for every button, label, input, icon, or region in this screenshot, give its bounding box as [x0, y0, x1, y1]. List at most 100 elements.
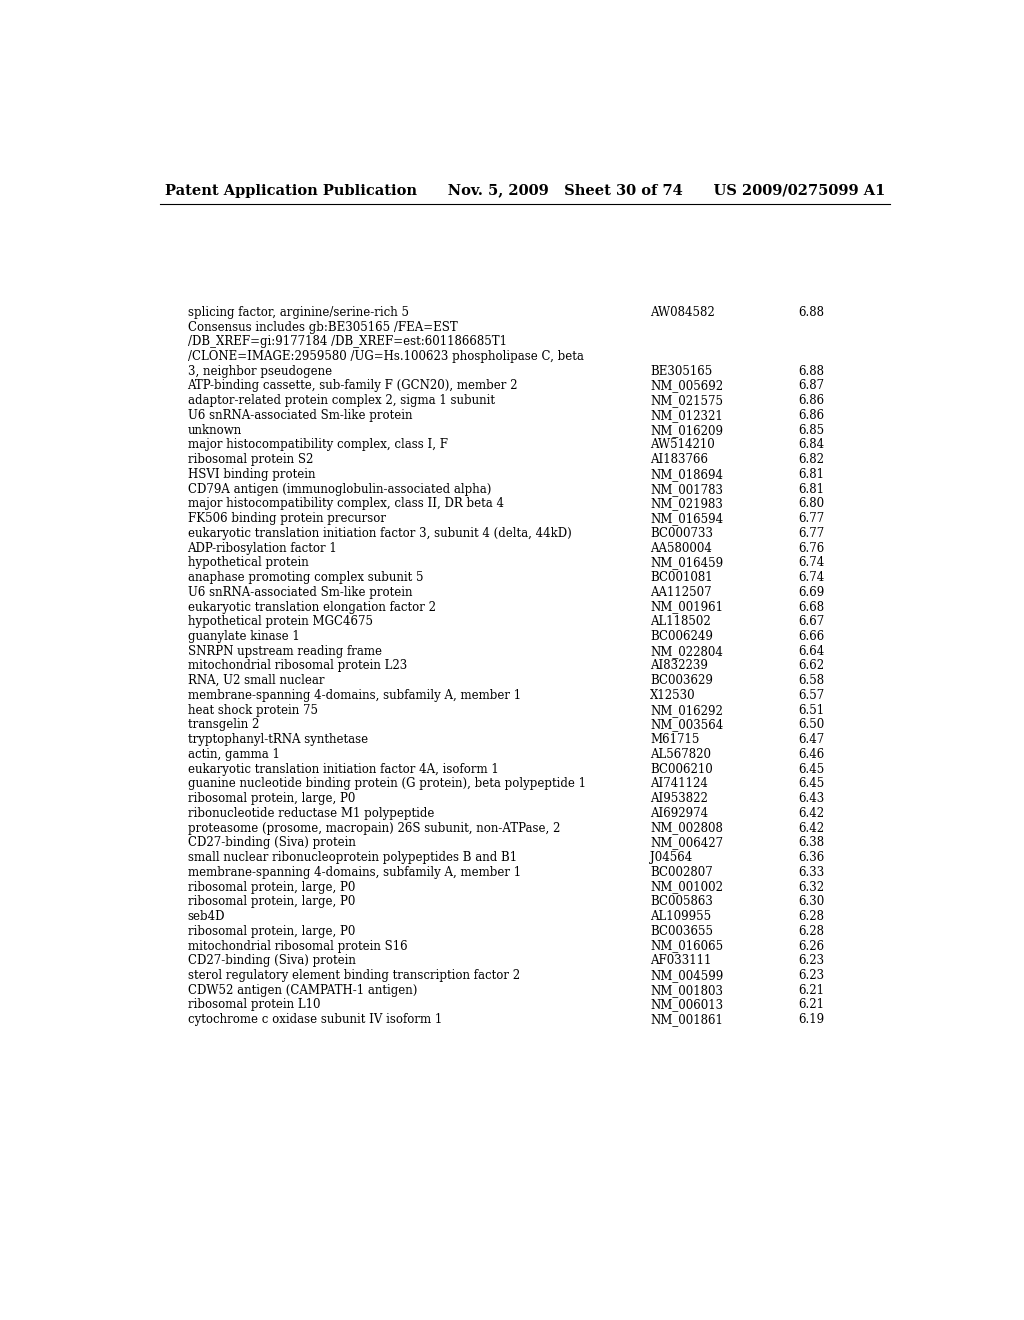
Text: ribosomal protein S2: ribosomal protein S2 — [187, 453, 313, 466]
Text: CD27-binding (Siva) protein: CD27-binding (Siva) protein — [187, 954, 355, 968]
Text: AA580004: AA580004 — [650, 541, 712, 554]
Text: 6.46: 6.46 — [799, 748, 825, 760]
Text: eukaryotic translation elongation factor 2: eukaryotic translation elongation factor… — [187, 601, 435, 614]
Text: 6.58: 6.58 — [799, 675, 824, 688]
Text: AI183766: AI183766 — [650, 453, 709, 466]
Text: BC006210: BC006210 — [650, 763, 713, 776]
Text: 6.45: 6.45 — [799, 777, 825, 791]
Text: 6.74: 6.74 — [799, 556, 825, 569]
Text: proteasome (prosome, macropain) 26S subunit, non-ATPase, 2: proteasome (prosome, macropain) 26S subu… — [187, 821, 560, 834]
Text: 6.62: 6.62 — [799, 660, 824, 672]
Text: 6.86: 6.86 — [799, 395, 824, 407]
Text: 6.51: 6.51 — [799, 704, 824, 717]
Text: 6.64: 6.64 — [799, 644, 825, 657]
Text: 6.33: 6.33 — [799, 866, 825, 879]
Text: 6.26: 6.26 — [799, 940, 824, 953]
Text: M61715: M61715 — [650, 733, 699, 746]
Text: eukaryotic translation initiation factor 4A, isoform 1: eukaryotic translation initiation factor… — [187, 763, 499, 776]
Text: CD27-binding (Siva) protein: CD27-binding (Siva) protein — [187, 837, 355, 849]
Text: 6.74: 6.74 — [799, 572, 825, 583]
Text: 6.57: 6.57 — [799, 689, 825, 702]
Text: AF033111: AF033111 — [650, 954, 712, 968]
Text: NM_016209: NM_016209 — [650, 424, 723, 437]
Text: 6.68: 6.68 — [799, 601, 824, 614]
Text: BC002807: BC002807 — [650, 866, 713, 879]
Text: 6.23: 6.23 — [799, 954, 824, 968]
Text: 6.28: 6.28 — [799, 909, 824, 923]
Text: NM_021983: NM_021983 — [650, 498, 723, 511]
Text: ribonucleotide reductase M1 polypeptide: ribonucleotide reductase M1 polypeptide — [187, 807, 434, 820]
Text: 6.47: 6.47 — [799, 733, 825, 746]
Text: AI692974: AI692974 — [650, 807, 709, 820]
Text: 6.19: 6.19 — [799, 1014, 824, 1026]
Text: 6.21: 6.21 — [799, 998, 824, 1011]
Text: adaptor-related protein complex 2, sigma 1 subunit: adaptor-related protein complex 2, sigma… — [187, 395, 495, 407]
Text: 6.81: 6.81 — [799, 483, 824, 495]
Text: guanine nucleotide binding protein (G protein), beta polypeptide 1: guanine nucleotide binding protein (G pr… — [187, 777, 586, 791]
Text: 6.88: 6.88 — [799, 364, 824, 378]
Text: 6.32: 6.32 — [799, 880, 824, 894]
Text: 6.21: 6.21 — [799, 983, 824, 997]
Text: mitochondrial ribosomal protein S16: mitochondrial ribosomal protein S16 — [187, 940, 408, 953]
Text: 6.43: 6.43 — [799, 792, 825, 805]
Text: 6.80: 6.80 — [799, 498, 824, 511]
Text: NM_012321: NM_012321 — [650, 409, 723, 422]
Text: ribosomal protein, large, P0: ribosomal protein, large, P0 — [187, 880, 355, 894]
Text: U6 snRNA-associated Sm-like protein: U6 snRNA-associated Sm-like protein — [187, 409, 412, 422]
Text: ribosomal protein, large, P0: ribosomal protein, large, P0 — [187, 792, 355, 805]
Text: 6.81: 6.81 — [799, 467, 824, 480]
Text: NM_022804: NM_022804 — [650, 644, 723, 657]
Text: BC006249: BC006249 — [650, 630, 713, 643]
Text: 6.45: 6.45 — [799, 763, 825, 776]
Text: 6.77: 6.77 — [799, 512, 825, 525]
Text: 6.42: 6.42 — [799, 821, 824, 834]
Text: ribosomal protein, large, P0: ribosomal protein, large, P0 — [187, 925, 355, 937]
Text: J04564: J04564 — [650, 851, 692, 865]
Text: AA112507: AA112507 — [650, 586, 712, 599]
Text: X12530: X12530 — [650, 689, 696, 702]
Text: 6.36: 6.36 — [799, 851, 825, 865]
Text: NM_001002: NM_001002 — [650, 880, 723, 894]
Text: tryptophanyl-tRNA synthetase: tryptophanyl-tRNA synthetase — [187, 733, 368, 746]
Text: BC001081: BC001081 — [650, 572, 713, 583]
Text: seb4D: seb4D — [187, 909, 225, 923]
Text: 6.76: 6.76 — [799, 541, 825, 554]
Text: membrane-spanning 4-domains, subfamily A, member 1: membrane-spanning 4-domains, subfamily A… — [187, 866, 520, 879]
Text: NM_016594: NM_016594 — [650, 512, 723, 525]
Text: /CLONE=IMAGE:2959580 /UG=Hs.100623 phospholipase C, beta: /CLONE=IMAGE:2959580 /UG=Hs.100623 phosp… — [187, 350, 584, 363]
Text: small nuclear ribonucleoprotein polypeptides B and B1: small nuclear ribonucleoprotein polypept… — [187, 851, 517, 865]
Text: 6.84: 6.84 — [799, 438, 824, 451]
Text: anaphase promoting complex subunit 5: anaphase promoting complex subunit 5 — [187, 572, 423, 583]
Text: transgelin 2: transgelin 2 — [187, 718, 259, 731]
Text: 6.38: 6.38 — [799, 837, 824, 849]
Text: NM_001783: NM_001783 — [650, 483, 723, 495]
Text: 6.88: 6.88 — [799, 306, 824, 318]
Text: AL109955: AL109955 — [650, 909, 712, 923]
Text: hypothetical protein: hypothetical protein — [187, 556, 308, 569]
Text: CDW52 antigen (CAMPATH-1 antigen): CDW52 antigen (CAMPATH-1 antigen) — [187, 983, 417, 997]
Text: guanylate kinase 1: guanylate kinase 1 — [187, 630, 299, 643]
Text: AI832239: AI832239 — [650, 660, 708, 672]
Text: unknown: unknown — [187, 424, 242, 437]
Text: 6.86: 6.86 — [799, 409, 824, 422]
Text: NM_018694: NM_018694 — [650, 467, 723, 480]
Text: /DB_XREF=gi:9177184 /DB_XREF=est:601186685T1: /DB_XREF=gi:9177184 /DB_XREF=est:6011866… — [187, 335, 507, 348]
Text: BC003629: BC003629 — [650, 675, 713, 688]
Text: 6.82: 6.82 — [799, 453, 824, 466]
Text: eukaryotic translation initiation factor 3, subunit 4 (delta, 44kD): eukaryotic translation initiation factor… — [187, 527, 571, 540]
Text: BC005863: BC005863 — [650, 895, 713, 908]
Text: major histocompatibility complex, class II, DR beta 4: major histocompatibility complex, class … — [187, 498, 504, 511]
Text: 6.85: 6.85 — [799, 424, 824, 437]
Text: NM_006013: NM_006013 — [650, 998, 723, 1011]
Text: NM_001803: NM_001803 — [650, 983, 723, 997]
Text: ribosomal protein, large, P0: ribosomal protein, large, P0 — [187, 895, 355, 908]
Text: heat shock protein 75: heat shock protein 75 — [187, 704, 317, 717]
Text: AW084582: AW084582 — [650, 306, 715, 318]
Text: 6.87: 6.87 — [799, 379, 824, 392]
Text: NM_016459: NM_016459 — [650, 556, 723, 569]
Text: AI741124: AI741124 — [650, 777, 708, 791]
Text: BE305165: BE305165 — [650, 364, 713, 378]
Text: RNA, U2 small nuclear: RNA, U2 small nuclear — [187, 675, 324, 688]
Text: NM_006427: NM_006427 — [650, 837, 723, 849]
Text: 6.66: 6.66 — [799, 630, 825, 643]
